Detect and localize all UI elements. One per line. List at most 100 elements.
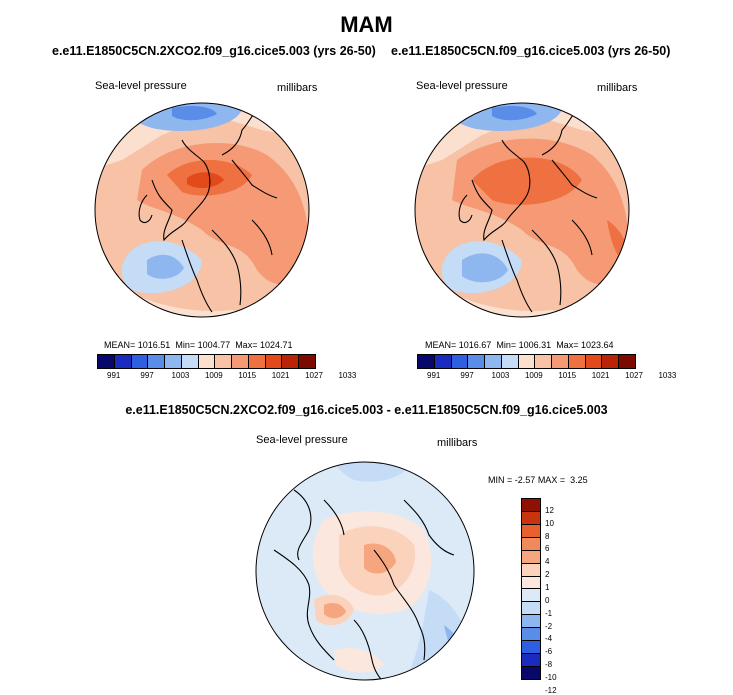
colorbar-swatch xyxy=(522,665,540,679)
panel-1-min-value: 1004.77 xyxy=(197,340,231,350)
colorbar-tick-label: -10 xyxy=(545,673,557,682)
map-3-warm-left-core xyxy=(324,602,346,619)
panel-2-colorbar-ticks: 991 997 1003 1009 1015 1021 1027 1033 xyxy=(417,371,676,383)
colorbar-tick-label: 10 xyxy=(545,518,554,528)
colorbar-swatch xyxy=(214,355,232,368)
colorbar-swatch xyxy=(281,355,299,368)
colorbar-tick-label: 991 xyxy=(427,371,441,380)
map-2-boundary xyxy=(414,102,630,318)
panel-1-max-label: Max= xyxy=(235,340,258,350)
colorbar-swatch xyxy=(522,549,540,563)
colorbar-swatch xyxy=(147,355,165,368)
panel-2-stats: MEAN= 1016.67 Min= 1006.31 Max= 1023.64 xyxy=(425,340,614,350)
colorbar-tick-label: 1027 xyxy=(305,371,323,380)
colorbar-tick-label: 6 xyxy=(545,544,550,554)
colorbar-swatch xyxy=(522,523,540,537)
colorbar-tick-label: 997 xyxy=(460,371,474,380)
colorbar-tick-label: -12 xyxy=(545,685,557,695)
map-2-low-top-inner xyxy=(492,106,537,121)
colorbar-tick-label: 12 xyxy=(545,505,554,515)
map-2-high-center xyxy=(472,157,582,205)
panel-2-min-label: Min= xyxy=(496,340,517,350)
difference-variable: Sea-level pressure xyxy=(256,434,348,446)
colorbar-tick-label: 1003 xyxy=(491,371,510,380)
colorbar-swatch xyxy=(231,355,248,368)
figure-title: MAM xyxy=(340,12,393,37)
difference-min-label: MIN = xyxy=(488,475,513,485)
colorbar-swatch xyxy=(522,627,540,641)
colorbar-swatch xyxy=(522,575,540,589)
panel-1-max-value: 1024.71 xyxy=(259,340,293,350)
map-3-cool-right-inner xyxy=(444,625,474,675)
colorbar-swatch xyxy=(247,355,265,368)
panel-2-case-title: e.e11.E1850C5CN.f09_g16.cice5.003 (yrs 2… xyxy=(391,44,671,58)
colorbar-tick-label: 1 xyxy=(545,583,550,592)
panel-1-mean-label: MEAN= xyxy=(104,340,136,350)
colorbar-tick-label: 1003 xyxy=(171,371,190,380)
colorbar-swatch xyxy=(567,355,585,368)
panel-2-mean-label: MEAN= xyxy=(425,340,457,350)
colorbar-swatch xyxy=(522,588,540,602)
colorbar-swatch xyxy=(601,355,619,368)
panel-1-colorbar-ticks: 991 997 1003 1009 1015 1021 1027 1033 xyxy=(97,371,356,383)
map-3-boundary xyxy=(255,461,475,681)
colorbar-swatch xyxy=(467,355,485,368)
colorbar-swatch xyxy=(522,499,540,511)
colorbar-tick-label: 8 xyxy=(545,531,550,541)
colorbar-tick-label: 1021 xyxy=(271,371,290,380)
panel-1-variable: Sea-level pressure xyxy=(95,80,187,92)
colorbar-tick-label: 1027 xyxy=(625,371,643,380)
panel-2-variable: Sea-level pressure xyxy=(416,80,508,92)
colorbar-tick-label: -2 xyxy=(545,621,553,631)
panel-2-max-value: 1023.64 xyxy=(580,340,614,350)
colorbar-tick-label: -1 xyxy=(545,608,553,618)
panel-1-stats: MEAN= 1016.51 Min= 1004.77 Max= 1024.71 xyxy=(104,340,293,350)
colorbar-tick-label: 1015 xyxy=(558,371,577,380)
panel-2-polar-map xyxy=(414,102,630,318)
map-1-boundary xyxy=(94,102,310,318)
colorbar-swatch xyxy=(522,536,540,550)
colorbar-tick-label: 0 xyxy=(545,595,550,605)
colorbar-tick-label: 991 xyxy=(107,371,121,380)
map-1-low-top-inner xyxy=(172,106,217,121)
map-2-low-bottom-inner xyxy=(462,253,508,283)
colorbar-swatch xyxy=(433,355,451,368)
difference-max-label: MAX = xyxy=(537,475,566,485)
map-3-coastlines xyxy=(273,489,455,680)
colorbar-swatch xyxy=(522,601,540,615)
colorbar-swatch xyxy=(298,355,315,368)
colorbar-tick-label: 1009 xyxy=(524,371,543,380)
panel-2-max-label: Max= xyxy=(556,340,579,350)
difference-max-value: 3.25 xyxy=(570,475,588,485)
colorbar-tick-label: 2 xyxy=(545,570,550,580)
difference-min-value: -2.57 xyxy=(514,475,536,485)
map-1-low-bottom-inner xyxy=(147,254,184,279)
colorbar-swatch xyxy=(113,355,131,368)
colorbar-swatch xyxy=(197,355,215,368)
difference-units: millibars xyxy=(437,437,478,449)
colorbar-tick-label: 1033 xyxy=(338,371,357,380)
colorbar-swatch xyxy=(418,355,434,368)
difference-polar-map xyxy=(255,461,475,681)
difference-stats: MIN = -2.57 MAX = 3.25 xyxy=(488,475,588,485)
colorbar-tick-label: 4 xyxy=(545,557,550,567)
map-3-warm-bottom xyxy=(334,648,384,673)
colorbar-swatch xyxy=(534,355,552,368)
panel-2-units: millibars xyxy=(597,82,638,94)
colorbar-swatch xyxy=(517,355,535,368)
colorbar-swatch xyxy=(500,355,518,368)
difference-colorbar-ticks: 12 10 8 6 4 2 1 0 -1 -2 -4 -6 -8 -10 -12 xyxy=(545,498,575,695)
colorbar-swatch xyxy=(522,640,540,654)
colorbar-tick-label: 1009 xyxy=(204,371,223,380)
colorbar-swatch xyxy=(450,355,468,368)
colorbar-swatch xyxy=(264,355,282,368)
panel-2-colorbar xyxy=(417,354,636,369)
colorbar-swatch xyxy=(522,614,540,628)
colorbar-swatch xyxy=(484,355,501,368)
colorbar-tick-label: -4 xyxy=(545,634,553,644)
panel-2-min-value: 1006.31 xyxy=(518,340,552,350)
colorbar-swatch xyxy=(522,653,540,666)
colorbar-swatch xyxy=(584,355,602,368)
panel-1-units: millibars xyxy=(277,82,318,94)
colorbar-swatch xyxy=(180,355,198,368)
